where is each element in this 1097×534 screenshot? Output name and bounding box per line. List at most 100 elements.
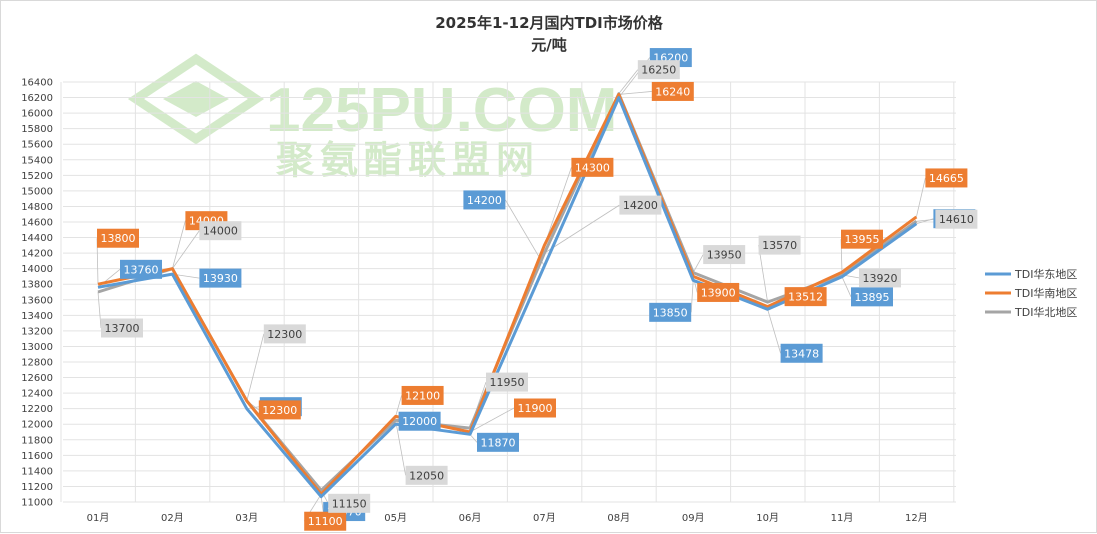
y-tick-label: 11000: [21, 498, 53, 509]
x-tick-label: 09月: [682, 512, 705, 524]
data-label-box: [935, 209, 978, 229]
data-label-box: [398, 411, 441, 431]
x-tick-label: 11月: [831, 512, 854, 524]
data-label-box: [514, 398, 556, 418]
x-tick-label: 05月: [384, 512, 407, 524]
data-label: 12050: [409, 469, 444, 482]
watermark: 125PU.COM 聚氨酯联盟网: [127, 53, 617, 182]
data-label: 13478: [784, 347, 819, 360]
legend-label: TDI华东地区: [1014, 267, 1077, 281]
y-tick-label: 15600: [21, 140, 53, 151]
data-label-box: [477, 432, 519, 452]
y-tick-label: 12600: [21, 373, 53, 384]
leader-line: [692, 254, 704, 273]
data-label-box: [486, 372, 528, 392]
y-tick-label: 13000: [21, 342, 53, 353]
watermark-logo-icon: [127, 53, 265, 145]
data-label-box: [263, 324, 306, 344]
x-tick-label: 10月: [756, 512, 779, 524]
y-tick-label: 13600: [21, 295, 53, 306]
data-label: 13512: [788, 291, 823, 304]
y-tick-label: 14200: [21, 249, 53, 260]
data-label: 13760: [124, 263, 159, 276]
y-tick-label: 16000: [21, 109, 53, 120]
data-label-box: [851, 287, 893, 307]
legend-label: TDI华北地区: [1014, 305, 1077, 319]
y-tick-label: 14400: [21, 233, 53, 244]
data-label: 13950: [707, 249, 742, 262]
data-label-box: [841, 229, 883, 249]
data-label: 12300: [267, 328, 302, 341]
y-tick-label: 11800: [21, 435, 53, 446]
data-label-box: [859, 268, 901, 288]
data-label: 13930: [203, 272, 238, 285]
data-label-box: [697, 282, 740, 302]
data-label: 13900: [701, 286, 736, 299]
x-axis: 01月02月03月04月05月06月07月08月09月10月11月12月: [87, 512, 928, 524]
y-tick-label: 13200: [21, 326, 53, 337]
data-label: 12100: [405, 389, 440, 402]
chart-subtitle: 元/吨: [531, 36, 566, 54]
watermark-brand: 125PU.COM: [266, 76, 617, 145]
data-label: 14610: [939, 213, 974, 226]
data-label: 14300: [575, 161, 610, 174]
data-label: 14000: [203, 225, 238, 238]
data-label-box: [120, 259, 162, 279]
data-label-box: [649, 302, 692, 322]
data-label-box: [304, 511, 347, 531]
x-tick-label: 08月: [607, 512, 630, 524]
legend: TDI华东地区 TDI华南地区 TDI华北地区: [985, 267, 1077, 319]
data-label-box: [703, 245, 746, 265]
y-tick-label: 12200: [21, 404, 53, 415]
data-label-box: [405, 465, 448, 485]
data-label: 12300: [262, 404, 297, 417]
y-tick-label: 12000: [21, 420, 53, 431]
data-label-box: [780, 343, 823, 363]
x-tick-label: 01月: [87, 512, 110, 524]
data-label-box: [925, 168, 968, 188]
x-tick-label: 02月: [161, 512, 184, 524]
data-label: 14200: [623, 199, 658, 212]
data-label-box: [758, 235, 801, 255]
leader-line: [172, 230, 200, 269]
y-tick-label: 12400: [21, 389, 53, 400]
data-label: 13850: [653, 306, 688, 319]
y-tick-label: 14600: [21, 218, 53, 229]
data-label-box: [637, 60, 680, 80]
data-label: 13700: [105, 322, 140, 335]
y-tick-label: 11600: [21, 451, 53, 462]
x-tick-label: 06月: [459, 512, 482, 524]
legend-label: TDI华南地区: [1014, 286, 1077, 300]
data-label-box: [101, 318, 143, 338]
leader-line: [505, 199, 545, 267]
data-label: 11900: [518, 402, 553, 415]
leader-line: [469, 434, 478, 443]
y-tick-label: 15400: [21, 155, 53, 166]
leader-line: [916, 177, 926, 218]
leader-line: [395, 395, 402, 417]
leader-line: [544, 167, 572, 246]
data-label-box: [784, 287, 827, 307]
series-line-1: [97, 96, 918, 499]
leader-line: [690, 280, 694, 313]
x-tick-label: 03月: [235, 512, 258, 524]
leader-line: [618, 69, 639, 94]
y-tick-label: 11200: [21, 482, 53, 493]
data-label-box: [571, 157, 614, 177]
leader-line: [320, 496, 324, 512]
y-tick-label: 14800: [21, 202, 53, 213]
data-label: 16240: [655, 85, 690, 98]
data-label-box: [619, 195, 662, 215]
data-label: 13895: [855, 291, 890, 304]
data-label: 11150: [332, 497, 367, 510]
data-label: 11870: [481, 436, 516, 449]
leader-line: [469, 407, 515, 433]
data-label: 13570: [762, 239, 797, 252]
data-labels: 1376013930122001107012000118701420016200…: [97, 48, 978, 531]
leader-line: [97, 291, 102, 329]
leader-line: [246, 333, 265, 401]
data-label: 11950: [490, 376, 525, 389]
chart-title: 2025年1-12月国内TDI市场价格: [435, 14, 664, 32]
